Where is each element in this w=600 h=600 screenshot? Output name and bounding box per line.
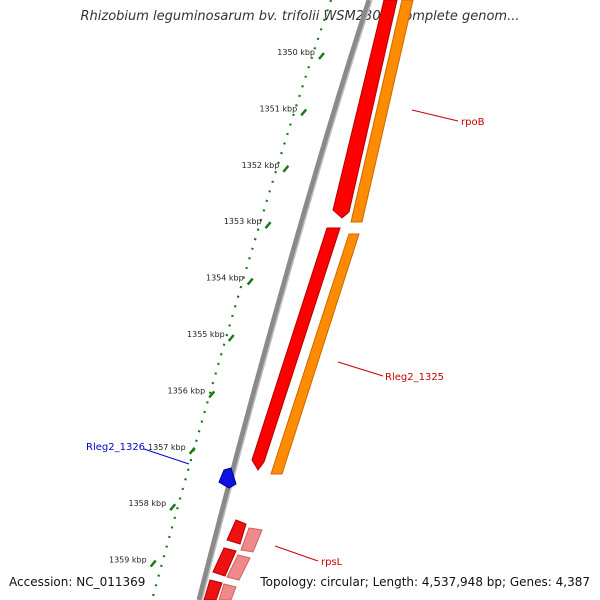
ruler-tick-1359 — [149, 559, 157, 568]
ruler-ticks: 1350 kbp 1351 kbp 1352 kbp 1353 kbp 1354 kbp… — [109, 48, 325, 568]
rpsL-feature[interactable] — [226, 519, 247, 545]
ruler-tick-label-1359: 1359 kbp — [109, 556, 147, 565]
ruler-tick-label-1357: 1357 kbp — [148, 443, 186, 452]
gene-label-rleg2-1325[interactable]: Rleg2_1325 — [385, 372, 444, 383]
cds-feature-lower-1[interactable] — [212, 547, 237, 577]
rpoB-leader-line — [411, 109, 459, 122]
reverse-feature-lower-2[interactable] — [218, 583, 237, 600]
cds-feature-lower-2[interactable] — [203, 579, 223, 600]
ruler-tick-label-1350: 1350 kbp — [277, 48, 315, 57]
genome-summary-text: Topology: circular; Length: 4,537,948 bp… — [260, 575, 590, 589]
accession-text: Accession: NC_011369 — [9, 575, 146, 589]
ruler-tick-1356 — [208, 390, 216, 399]
ruler-tick-1351 — [300, 108, 308, 117]
rleg2-1326-leader-line — [143, 448, 190, 465]
ruler-tick-label-1355: 1355 kbp — [187, 330, 225, 339]
reverse-strand-features — [218, 0, 414, 600]
ruler-tick-label-1354: 1354 kbp — [206, 274, 244, 283]
ruler-tick-label-1358: 1358 kbp — [129, 499, 167, 508]
rpoB-reverse-feature[interactable] — [350, 0, 414, 223]
ruler-tick-label-1353: 1353 kbp — [224, 217, 262, 226]
rleg2-1325-reverse-feature[interactable] — [270, 233, 360, 475]
ruler-tick-1358 — [169, 503, 177, 512]
ruler-tick-label-1352: 1352 kbp — [242, 161, 280, 170]
rleg2-1325-feature[interactable] — [251, 227, 341, 471]
ruler-tick-1352 — [282, 164, 290, 173]
ruler-tick-1357 — [188, 446, 196, 455]
ruler-tick-1350 — [318, 52, 325, 60]
rleg2-1325-leader-line — [337, 361, 384, 377]
genome-backbone — [196, 0, 372, 600]
ruler-dotted-line — [150, 0, 333, 600]
ruler-tick-1354 — [246, 277, 254, 286]
forward-strand-features — [203, 0, 398, 600]
rpsL-leader-line — [274, 545, 319, 562]
rleg2-1326-feature[interactable] — [218, 467, 237, 489]
gene-label-rleg2-1326[interactable]: Rleg2_1326 — [86, 442, 145, 453]
ruler-tick-1353 — [264, 221, 272, 230]
gene-label-rpoB[interactable]: rpoB — [461, 117, 485, 128]
ruler-tick-1355 — [227, 334, 235, 342]
ruler-tick-label-1351: 1351 kbp — [259, 104, 297, 113]
genome-backbone-shadow — [201, 0, 373, 600]
reverse-feature-lower-1[interactable] — [226, 554, 251, 581]
rpsL-reverse-feature[interactable] — [240, 527, 263, 553]
ruler-tick-label-1356: 1356 kbp — [168, 386, 206, 395]
gene-label-rpsL[interactable]: rpsL — [321, 557, 343, 568]
rpoB-feature[interactable] — [332, 0, 398, 219]
